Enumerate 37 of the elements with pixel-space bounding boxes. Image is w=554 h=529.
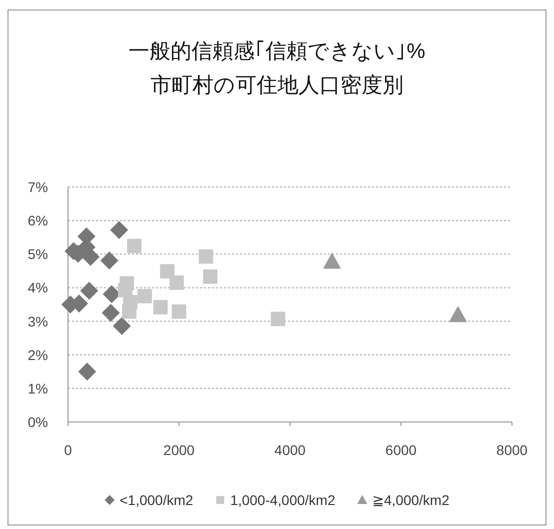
point [172, 304, 186, 319]
x-tick-label: 2000 [163, 442, 195, 458]
chart-subtitle: 市町村の可住地人口密度別 [150, 74, 404, 97]
y-tick-label: 3% [28, 313, 48, 330]
y-tick-label: 2% [28, 346, 48, 363]
y-tick-label: 4% [28, 280, 48, 296]
legend-label: <1,000/km2 [120, 492, 194, 508]
point [80, 282, 98, 300]
point [112, 316, 131, 335]
point [78, 362, 96, 381]
legend-label: 1,000-4,000/km2 [230, 492, 336, 508]
point [153, 300, 168, 314]
y-tick-label: 6% [28, 212, 48, 229]
point [323, 252, 342, 269]
point [198, 249, 214, 264]
point [270, 312, 286, 326]
point [160, 264, 174, 278]
x-tick-label: 6000 [385, 442, 417, 458]
point [138, 288, 152, 304]
point [100, 252, 118, 270]
point [122, 304, 136, 319]
point [449, 306, 467, 322]
point [110, 220, 128, 239]
y-tick-label: 0% [28, 414, 48, 430]
chart-title: 一般的信頼感｢信頼できない｣% [128, 40, 426, 63]
legend-label: ≧4,000/km2 [372, 492, 450, 508]
point [169, 275, 184, 290]
point [118, 282, 132, 298]
y-tick-label: 7% [28, 179, 48, 195]
y-tick-label: 5% [28, 246, 48, 262]
point [203, 269, 218, 284]
y-tick-label: 1% [28, 380, 48, 396]
x-tick-label: 0 [64, 442, 72, 458]
point [127, 238, 142, 254]
x-tick-label: 8000 [496, 442, 528, 458]
point [102, 304, 120, 322]
x-tick-label: 4000 [274, 442, 306, 458]
